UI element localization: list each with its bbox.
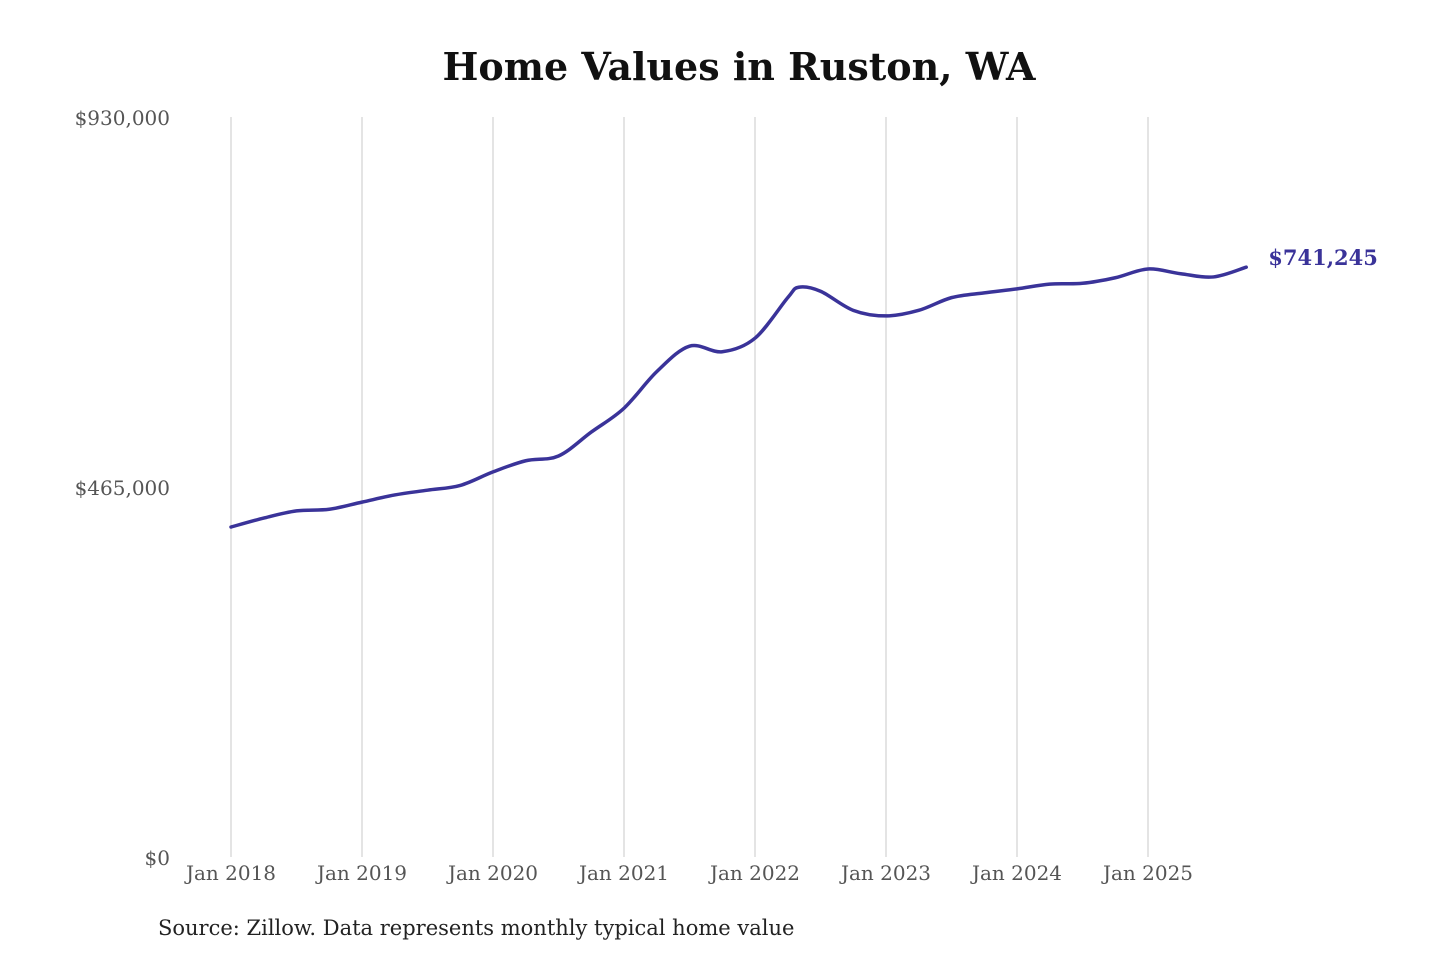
y-tick-label: $0: [145, 846, 170, 870]
x-tick-label: Jan 2020: [446, 861, 538, 885]
y-tick-label: $465,000: [75, 476, 170, 500]
end-value-label: $741,245: [1268, 245, 1378, 270]
x-tick-label: Jan 2025: [1101, 861, 1193, 885]
source-note: Source: Zillow. Data represents monthly …: [158, 916, 795, 940]
x-tick-label: Jan 2019: [315, 861, 407, 885]
y-tick-label: $930,000: [75, 106, 170, 130]
x-tick-label: Jan 2024: [970, 861, 1062, 885]
series-line: [229, 265, 1248, 529]
x-tick-label: Jan 2018: [184, 861, 276, 885]
x-tick-label: Jan 2022: [708, 861, 800, 885]
x-tick-label: Jan 2021: [577, 861, 669, 885]
chart-title: Home Values in Ruston, WA: [442, 44, 1036, 89]
x-tick-label: Jan 2023: [839, 861, 931, 885]
